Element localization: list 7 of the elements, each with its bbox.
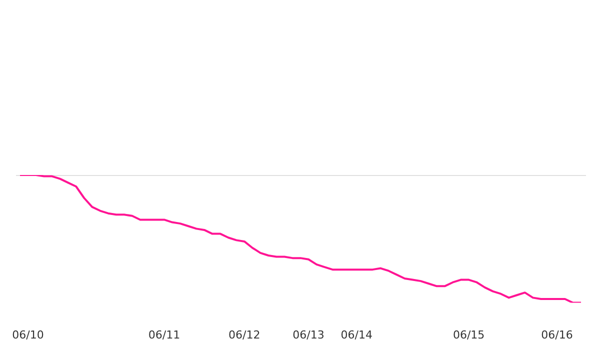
x-tick-label: 06/16 [541, 328, 573, 342]
x-tick-label: 06/12 [228, 328, 260, 342]
x-tick-label: 06/15 [452, 328, 485, 342]
x-tick-label: 06/14 [340, 328, 372, 342]
x-tick-label: 06/11 [148, 328, 180, 342]
x-tick-label: 06/10 [12, 328, 44, 342]
x-tick-label: 06/13 [292, 328, 324, 342]
